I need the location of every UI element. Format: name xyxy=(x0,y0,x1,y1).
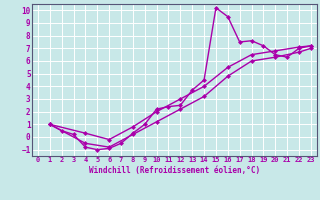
X-axis label: Windchill (Refroidissement éolien,°C): Windchill (Refroidissement éolien,°C) xyxy=(89,166,260,175)
